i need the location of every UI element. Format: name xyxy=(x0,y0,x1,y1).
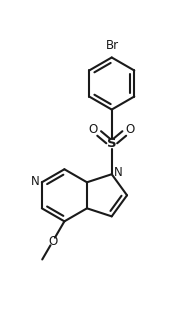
Text: O: O xyxy=(89,123,98,136)
Text: O: O xyxy=(125,123,135,136)
Text: N: N xyxy=(114,166,122,179)
Text: N: N xyxy=(31,175,40,188)
Text: O: O xyxy=(48,235,57,248)
Text: S: S xyxy=(107,137,117,151)
Text: Br: Br xyxy=(106,39,119,52)
